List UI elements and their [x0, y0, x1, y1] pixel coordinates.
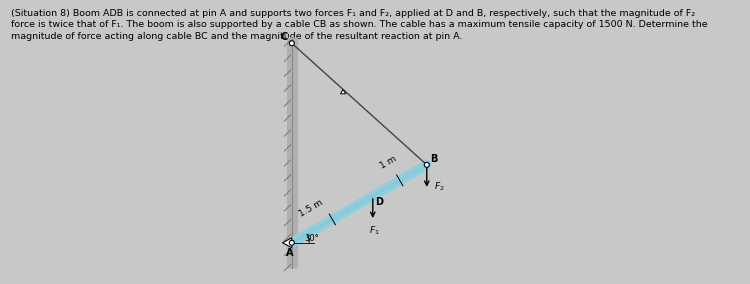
- Text: $F_2$: $F_2$: [434, 180, 445, 193]
- Text: C: C: [280, 32, 288, 42]
- Text: A: A: [286, 248, 293, 258]
- Polygon shape: [340, 89, 346, 94]
- Text: 30°: 30°: [304, 234, 319, 243]
- Text: $F_1$: $F_1$: [369, 224, 380, 237]
- Text: D: D: [375, 197, 383, 207]
- Text: (Situation 8) Boom ADB is connected at pin A and supports two forces F₁ and F₂, : (Situation 8) Boom ADB is connected at p…: [11, 9, 708, 41]
- Polygon shape: [283, 238, 292, 248]
- Circle shape: [290, 41, 294, 46]
- Circle shape: [290, 240, 294, 245]
- Text: 1 m: 1 m: [378, 154, 398, 171]
- Text: B: B: [430, 154, 438, 164]
- Text: 1.5 m: 1.5 m: [298, 198, 325, 219]
- Circle shape: [424, 162, 429, 167]
